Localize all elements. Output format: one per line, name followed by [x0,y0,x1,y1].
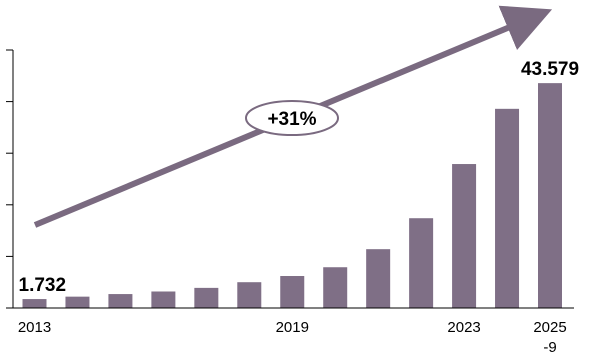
x-tick-label: 2019 [276,319,309,336]
growth-text: +31% [267,109,316,130]
y-ticks [6,49,13,309]
x-tick-labels: 2013 2019 2023 2025 -9 [18,319,567,356]
bar-2019 [280,276,305,308]
data-label-2025-9: 43.579 [521,59,579,80]
y-axis [6,49,14,309]
growth-badge [245,100,339,136]
growth-annotation: +31% [33,5,553,228]
bar-2025-9 [538,83,562,309]
x-tick-label: 2013 [18,319,51,336]
bar-2024 [495,108,520,308]
bar-2023 [452,164,477,308]
data-labels: 1.732 43.579 [19,59,580,296]
data-label-2013: 1.732 [19,275,67,296]
bar-2015 [108,294,133,308]
x-axis: 2013 2019 2023 2025 -9 [13,307,574,356]
bar-2016 [151,291,176,308]
bar-2014 [65,296,90,308]
bar-2020 [323,267,348,308]
bar-2022 [409,218,434,308]
bar-2017 [194,287,219,308]
bar-2018 [237,282,262,308]
bars [22,83,562,309]
x-tick-label: 2025 -9 [533,319,566,356]
x-tick-label: 2023 [447,319,480,336]
bar-2021 [366,249,391,308]
bar-2013 [22,299,47,308]
